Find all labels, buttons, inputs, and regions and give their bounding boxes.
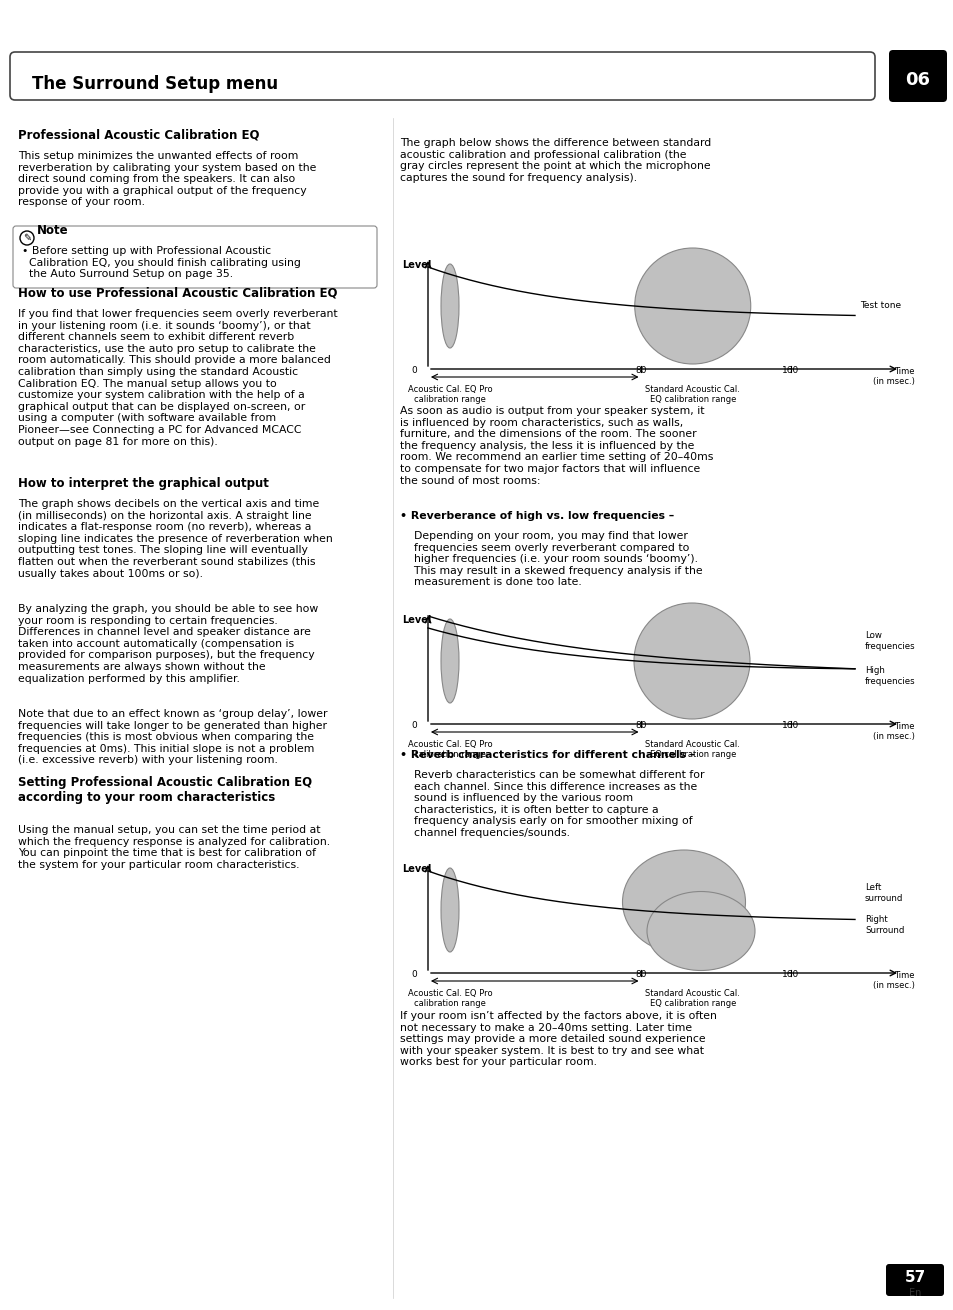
Text: Standard Acoustic Cal.
EQ calibration range: Standard Acoustic Cal. EQ calibration ra… xyxy=(644,740,740,760)
Text: 160: 160 xyxy=(781,969,799,979)
Text: Time
(in msec.): Time (in msec.) xyxy=(872,971,914,990)
Text: This setup minimizes the unwanted effects of room
reverberation by calibrating y: This setup minimizes the unwanted effect… xyxy=(18,151,316,207)
Text: The Surround Setup menu: The Surround Setup menu xyxy=(32,75,278,93)
Text: Level: Level xyxy=(401,614,431,625)
Ellipse shape xyxy=(634,603,749,719)
Text: Level: Level xyxy=(401,865,431,874)
Text: Professional Acoustic Calibration EQ: Professional Acoustic Calibration EQ xyxy=(18,128,259,141)
Text: By analyzing the graph, you should be able to see how
your room is responding to: By analyzing the graph, you should be ab… xyxy=(18,604,318,684)
Text: Time
(in msec.): Time (in msec.) xyxy=(872,722,914,741)
Ellipse shape xyxy=(440,265,458,348)
Text: Standard Acoustic Cal.
EQ calibration range: Standard Acoustic Cal. EQ calibration ra… xyxy=(644,385,740,405)
Circle shape xyxy=(20,231,34,245)
Text: High
frequencies: High frequencies xyxy=(864,667,915,685)
Text: 0: 0 xyxy=(411,365,416,375)
FancyBboxPatch shape xyxy=(10,52,874,100)
Text: Reverb characteristics can be somewhat different for
    each channel. Since thi: Reverb characteristics can be somewhat d… xyxy=(399,770,703,838)
Text: 80: 80 xyxy=(635,721,646,730)
Ellipse shape xyxy=(634,248,750,364)
Text: • Reverberance of high vs. low frequencies –: • Reverberance of high vs. low frequenci… xyxy=(399,511,674,521)
FancyBboxPatch shape xyxy=(888,50,946,102)
Text: Level: Level xyxy=(401,259,431,270)
Text: Note that due to an effect known as ‘group delay’, lower
frequencies will take l: Note that due to an effect known as ‘gro… xyxy=(18,709,327,765)
Text: Setting Professional Acoustic Calibration EQ
according to your room characterist: Setting Professional Acoustic Calibratio… xyxy=(18,776,312,804)
Text: 80: 80 xyxy=(635,969,646,979)
FancyBboxPatch shape xyxy=(885,1264,943,1296)
Text: Right
Surround: Right Surround xyxy=(864,916,903,935)
Text: 160: 160 xyxy=(781,365,799,375)
Text: • Before setting up with Professional Acoustic
  Calibration EQ, you should fini: • Before setting up with Professional Ac… xyxy=(22,246,300,279)
Text: Depending on your room, you may find that lower
    frequencies seem overly reve: Depending on your room, you may find tha… xyxy=(399,531,702,587)
Text: 80: 80 xyxy=(635,365,646,375)
Ellipse shape xyxy=(622,850,744,954)
Text: En: En xyxy=(908,1288,921,1298)
Text: 06: 06 xyxy=(904,71,929,89)
Text: The graph below shows the difference between standard
acoustic calibration and p: The graph below shows the difference bet… xyxy=(399,138,711,183)
Text: Time
(in msec.): Time (in msec.) xyxy=(872,367,914,386)
Text: Test tone: Test tone xyxy=(859,301,901,310)
Text: Using the manual setup, you can set the time period at
which the frequency respo: Using the manual setup, you can set the … xyxy=(18,825,330,870)
Text: The graph shows decibels on the vertical axis and time
(in milliseconds) on the : The graph shows decibels on the vertical… xyxy=(18,499,333,579)
Text: If you find that lower frequencies seem overly reverberant
in your listening roo: If you find that lower frequencies seem … xyxy=(18,309,337,447)
Text: 0: 0 xyxy=(411,969,416,979)
Text: Standard Acoustic Cal.
EQ calibration range: Standard Acoustic Cal. EQ calibration ra… xyxy=(644,989,740,1009)
Ellipse shape xyxy=(440,869,458,952)
Text: Acoustic Cal. EQ Pro
calibration range: Acoustic Cal. EQ Pro calibration range xyxy=(407,989,492,1009)
Ellipse shape xyxy=(440,620,458,703)
Text: ✎: ✎ xyxy=(23,233,31,242)
Text: If your room isn’t affected by the factors above, it is often
not necessary to m: If your room isn’t affected by the facto… xyxy=(399,1011,716,1068)
Ellipse shape xyxy=(646,892,754,971)
Text: 160: 160 xyxy=(781,721,799,730)
Text: Left
surround: Left surround xyxy=(864,883,902,903)
Text: Note: Note xyxy=(37,224,69,237)
Text: Low
frequencies: Low frequencies xyxy=(864,631,915,651)
Text: Acoustic Cal. EQ Pro
calibration range: Acoustic Cal. EQ Pro calibration range xyxy=(407,740,492,760)
Text: How to use Professional Acoustic Calibration EQ: How to use Professional Acoustic Calibra… xyxy=(18,287,337,300)
FancyBboxPatch shape xyxy=(13,227,376,288)
Text: How to interpret the graphical output: How to interpret the graphical output xyxy=(18,477,269,490)
Text: Acoustic Cal. EQ Pro
calibration range: Acoustic Cal. EQ Pro calibration range xyxy=(407,385,492,405)
Text: As soon as audio is output from your speaker system, it
is influenced by room ch: As soon as audio is output from your spe… xyxy=(399,406,713,486)
Text: 57: 57 xyxy=(903,1271,924,1285)
Text: 0: 0 xyxy=(411,721,416,730)
Text: • Reverb characteristics for different channels –: • Reverb characteristics for different c… xyxy=(399,751,695,760)
